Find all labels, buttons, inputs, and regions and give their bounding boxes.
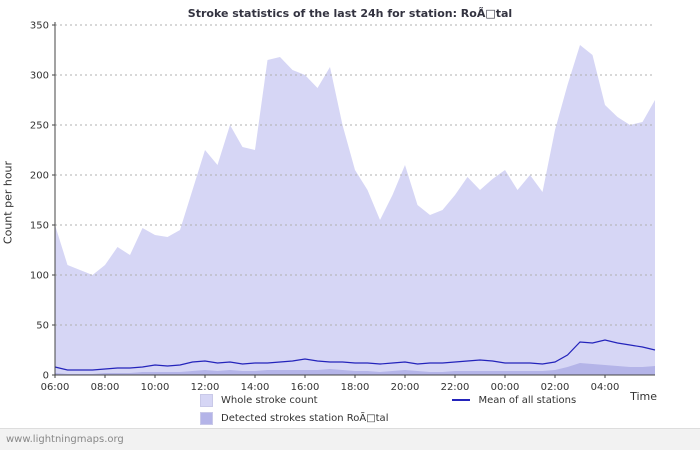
legend-item-whole: Whole stroke count	[200, 393, 388, 407]
svg-text:22:00: 22:00	[441, 382, 470, 393]
svg-text:00:00: 00:00	[491, 382, 520, 393]
svg-text:14:00: 14:00	[241, 382, 270, 393]
legend-item-detected: Detected strokes station RoÃ□tal	[200, 411, 389, 425]
chart-legend: Whole stroke count Detected strokes stat…	[200, 393, 576, 425]
svg-text:18:00: 18:00	[341, 382, 370, 393]
footer-bar: www.lightningmaps.org	[0, 428, 700, 450]
svg-text:06:00: 06:00	[41, 382, 70, 393]
svg-text:02:00: 02:00	[541, 382, 570, 393]
svg-text:12:00: 12:00	[191, 382, 220, 393]
svg-text:20:00: 20:00	[391, 382, 420, 393]
svg-text:350: 350	[30, 21, 49, 32]
legend-label-whole: Whole stroke count	[221, 394, 318, 406]
svg-text:200: 200	[30, 171, 49, 182]
svg-text:04:00: 04:00	[591, 382, 620, 393]
svg-text:150: 150	[30, 221, 49, 232]
svg-text:0: 0	[43, 371, 49, 382]
watermark-text: www.lightningmaps.org	[6, 434, 124, 445]
svg-text:100: 100	[30, 271, 49, 282]
mean-line-swatch-icon	[452, 399, 471, 401]
whole-count-swatch-icon	[200, 393, 213, 407]
x-axis-label: Time	[630, 390, 657, 403]
legend-label-detected: Detected strokes station RoÃ□tal	[221, 412, 389, 424]
svg-text:50: 50	[36, 321, 49, 332]
svg-text:08:00: 08:00	[91, 382, 120, 393]
legend-label-mean: Mean of all stations	[478, 394, 577, 406]
chart-title: Stroke statistics of the last 24h for st…	[187, 7, 513, 20]
svg-text:300: 300	[30, 71, 49, 82]
svg-text:16:00: 16:00	[291, 382, 320, 393]
detected-strokes-swatch-icon	[200, 411, 213, 425]
legend-item-mean: Mean of all stations	[452, 394, 576, 406]
svg-text:10:00: 10:00	[141, 382, 170, 393]
svg-text:250: 250	[30, 121, 49, 132]
